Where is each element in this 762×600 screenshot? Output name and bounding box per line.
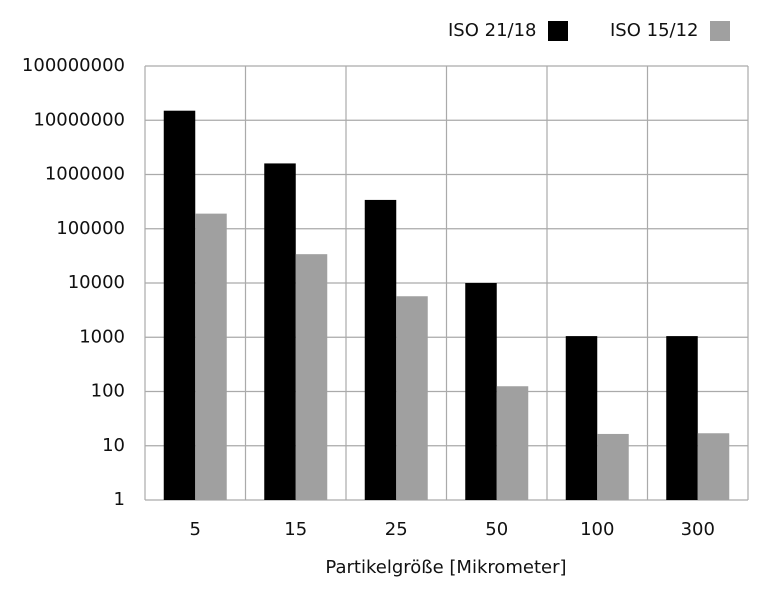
y-tick-label: 10 — [102, 435, 125, 456]
bar — [195, 213, 227, 500]
bar — [364, 199, 397, 500]
bar — [396, 296, 428, 500]
y-tick-label: 10000000 — [33, 109, 125, 130]
x-tick-label: 50 — [485, 519, 508, 540]
y-tick-label: 100000000 — [22, 55, 125, 76]
bar — [697, 433, 730, 500]
y-tick-label: 100 — [91, 381, 125, 402]
bar — [496, 386, 529, 500]
bar — [163, 110, 196, 500]
bar — [565, 336, 598, 500]
bar — [597, 433, 629, 500]
x-tick-label: 15 — [284, 519, 307, 540]
legend-label: ISO 21/18 — [448, 20, 537, 41]
y-tick-label: 10000 — [68, 272, 125, 293]
x-tick-label: 100 — [580, 519, 614, 540]
y-tick-label: 1000 — [79, 326, 125, 347]
y-tick-label: 100000 — [56, 218, 125, 239]
bar — [465, 283, 497, 500]
x-tick-label: 5 — [190, 519, 201, 540]
x-axis-label: Partikelgröße [Mikrometer] — [325, 557, 566, 578]
legend-swatch — [548, 21, 568, 41]
bar — [666, 336, 698, 500]
y-tick-label: 1 — [114, 489, 125, 510]
y-tick-label: 1000000 — [45, 164, 125, 185]
legend-label: ISO 15/12 — [610, 20, 699, 41]
x-tick-label: 300 — [681, 519, 715, 540]
legend-swatch — [710, 21, 730, 41]
bar — [264, 163, 296, 500]
x-tick-label: 25 — [385, 519, 408, 540]
bar — [295, 254, 328, 500]
